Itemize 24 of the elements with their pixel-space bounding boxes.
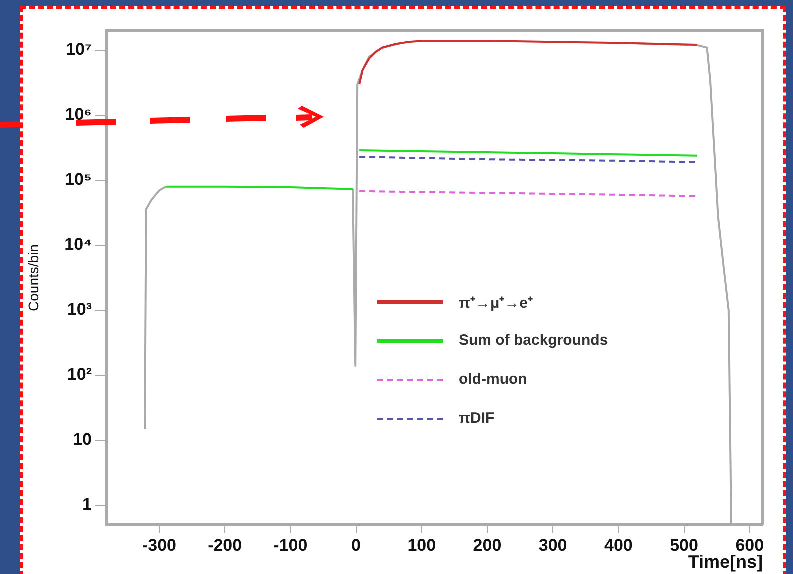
x-tick-label: 500 <box>670 536 698 555</box>
legend-label: old-muon <box>459 371 528 388</box>
x-tick-label: 100 <box>408 536 436 555</box>
legend-label: Sum of backgrounds <box>459 332 608 349</box>
x-tick-label: -100 <box>274 536 308 555</box>
x-tick-label: -300 <box>142 536 176 555</box>
legend-label: πDIF <box>459 410 495 427</box>
y-tick-label: 10⁷ <box>66 40 92 60</box>
x-axis-title: Time[ns] <box>688 552 763 572</box>
x-tick-label: 400 <box>604 536 633 555</box>
x-tick-label: 300 <box>538 536 568 555</box>
y-tick-label: 10² <box>67 365 92 384</box>
y-tick-label: 10³ <box>67 300 92 320</box>
y-tick-label: 10⁵ <box>65 170 92 190</box>
legend-label: π⁺→μ⁺→e⁺ <box>459 294 534 312</box>
x-tick-label: -200 <box>208 536 242 555</box>
x-tick-label: 200 <box>473 536 502 555</box>
y-tick-label: 10⁴ <box>64 235 92 254</box>
x-tick-label: 0 <box>352 536 362 555</box>
x-tick-label: 600 <box>736 536 764 555</box>
y-tick-label: 10 <box>73 430 92 450</box>
y-tick-label: 1 <box>82 495 92 514</box>
y-tick-label: 10⁶ <box>65 105 92 124</box>
y-axis-title: Counts/bin <box>25 244 42 312</box>
